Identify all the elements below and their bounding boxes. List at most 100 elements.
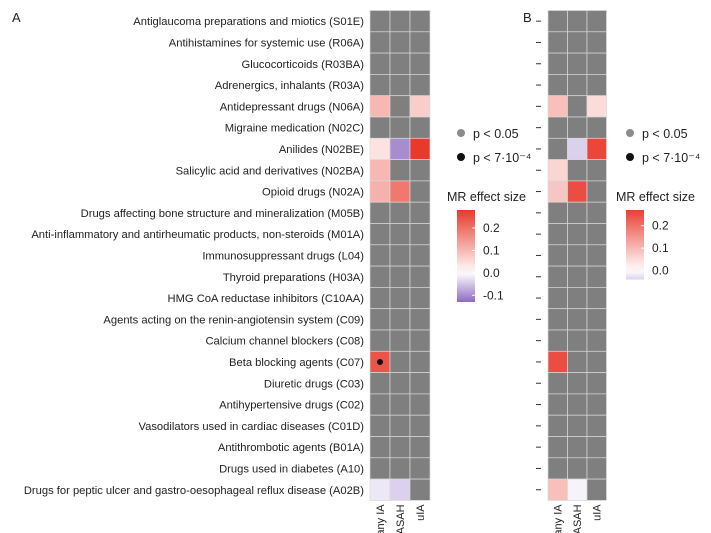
heatmap-cell bbox=[586, 180, 607, 203]
heatmap-cell bbox=[369, 31, 391, 54]
legend-tick-label: 0.2 bbox=[652, 219, 669, 233]
heatmap-cell bbox=[586, 414, 607, 437]
legend-dot-strict bbox=[626, 153, 634, 161]
heatmap-cell bbox=[369, 372, 391, 395]
heatmap-cell bbox=[389, 74, 411, 97]
row-label: Agents acting on the renin-angiotensin s… bbox=[103, 314, 364, 326]
heatmap-cell bbox=[389, 201, 411, 224]
heatmap-cell bbox=[409, 74, 431, 97]
heatmap-cell bbox=[567, 329, 588, 352]
legend-colorbar bbox=[626, 210, 644, 280]
row-label: Antithrombotic agents (B01A) bbox=[218, 442, 364, 454]
row-label: Calcium channel blockers (C08) bbox=[205, 336, 364, 348]
row-label: Opioid drugs (N02A) bbox=[262, 187, 364, 199]
heatmap-cell bbox=[389, 478, 411, 501]
heatmap-cell bbox=[547, 201, 568, 224]
heatmap-cell bbox=[547, 414, 568, 437]
heatmap-cell bbox=[369, 393, 391, 416]
heatmap-cell bbox=[547, 10, 568, 33]
column-label: any IA bbox=[375, 504, 387, 533]
row-label: Anilides (N02BE) bbox=[279, 144, 364, 156]
legend-label-loose: p < 0.05 bbox=[642, 127, 688, 141]
heatmap-cell bbox=[389, 137, 411, 160]
heatmap-cell bbox=[567, 350, 588, 373]
heatmap-cell bbox=[389, 329, 411, 352]
heatmap-cell bbox=[369, 287, 391, 310]
heatmap-cell bbox=[567, 10, 588, 33]
heatmap-cell bbox=[389, 287, 411, 310]
heatmap-cell bbox=[369, 137, 391, 160]
heatmap-cell bbox=[409, 287, 431, 310]
heatmap-cell bbox=[547, 244, 568, 267]
heatmap-cell bbox=[586, 372, 607, 395]
heatmap-cell bbox=[586, 436, 607, 459]
heatmap-cell bbox=[567, 74, 588, 97]
heatmap-cell bbox=[586, 287, 607, 310]
heatmap-cell bbox=[567, 414, 588, 437]
heatmap-cell bbox=[389, 31, 411, 54]
row-label: Drugs for peptic ulcer and gastro-oesoph… bbox=[24, 485, 364, 497]
heatmap-cell bbox=[586, 308, 607, 331]
heatmap-cell bbox=[369, 244, 391, 267]
panel-label-B: B bbox=[523, 10, 532, 25]
heatmap-cell bbox=[586, 52, 607, 75]
heatmap-cell bbox=[547, 265, 568, 288]
legend-colorbar bbox=[457, 210, 475, 302]
heatmap-cell bbox=[547, 436, 568, 459]
heatmap-cell bbox=[547, 308, 568, 331]
heatmap-cell bbox=[409, 436, 431, 459]
row-label: Thyroid preparations (H03A) bbox=[223, 272, 364, 284]
legend-dot-loose bbox=[457, 129, 465, 137]
row-label: HMG CoA reductase inhibitors (C10AA) bbox=[168, 293, 365, 305]
heatmap-cell bbox=[369, 116, 391, 139]
column-label: ASAH bbox=[572, 504, 584, 533]
row-label: Drugs affecting bone structure and miner… bbox=[81, 208, 365, 220]
heatmap-cell bbox=[547, 159, 568, 182]
heatmap-cell bbox=[567, 52, 588, 75]
heatmap-cell bbox=[409, 31, 431, 54]
heatmap-cell bbox=[369, 159, 391, 182]
heatmap-cell bbox=[586, 393, 607, 416]
heatmap-cell bbox=[567, 31, 588, 54]
legend-label-strict: p < 7·10⁻⁴ bbox=[642, 151, 700, 165]
legend-title: MR effect size bbox=[616, 190, 695, 204]
column-label: any IA bbox=[553, 504, 565, 533]
legend-tick-label: 0.0 bbox=[652, 264, 669, 278]
heatmap-cell bbox=[369, 180, 391, 203]
heatmap-cell bbox=[389, 414, 411, 437]
heatmap-cell bbox=[409, 52, 431, 75]
heatmap-cell bbox=[389, 244, 411, 267]
row-label: Glucocorticoids (R03BA) bbox=[242, 59, 365, 71]
heatmap-cell bbox=[369, 436, 391, 459]
heatmap-cell bbox=[547, 478, 568, 501]
heatmap-cell bbox=[547, 287, 568, 310]
heatmap-cell bbox=[567, 478, 588, 501]
heatmap-cell bbox=[547, 180, 568, 203]
heatmap-cell bbox=[586, 137, 607, 160]
legend-tick-label: 0.1 bbox=[652, 241, 669, 255]
heatmap-cell bbox=[369, 265, 391, 288]
heatmap-cell bbox=[586, 159, 607, 182]
legend-label-loose: p < 0.05 bbox=[473, 127, 519, 141]
heatmap-cell bbox=[409, 95, 431, 118]
heatmap-cell bbox=[567, 287, 588, 310]
heatmap-cell bbox=[586, 457, 607, 480]
heatmap-cell bbox=[586, 244, 607, 267]
heatmap-cell bbox=[567, 372, 588, 395]
column-label: ASAH bbox=[395, 504, 407, 533]
heatmap-cell bbox=[567, 137, 588, 160]
heatmap-cell bbox=[586, 201, 607, 224]
heatmap-cell bbox=[369, 74, 391, 97]
heatmap-cell bbox=[409, 457, 431, 480]
heatmap-cell bbox=[389, 10, 411, 33]
heatmap-cell bbox=[369, 52, 391, 75]
heatmap-cell bbox=[409, 116, 431, 139]
heatmap-cell bbox=[389, 52, 411, 75]
heatmap-cell bbox=[547, 223, 568, 246]
heatmap-cell bbox=[547, 393, 568, 416]
heatmap-cell bbox=[586, 223, 607, 246]
heatmap-cell bbox=[389, 393, 411, 416]
heatmap-cell bbox=[369, 223, 391, 246]
heatmap-cell bbox=[369, 329, 391, 352]
